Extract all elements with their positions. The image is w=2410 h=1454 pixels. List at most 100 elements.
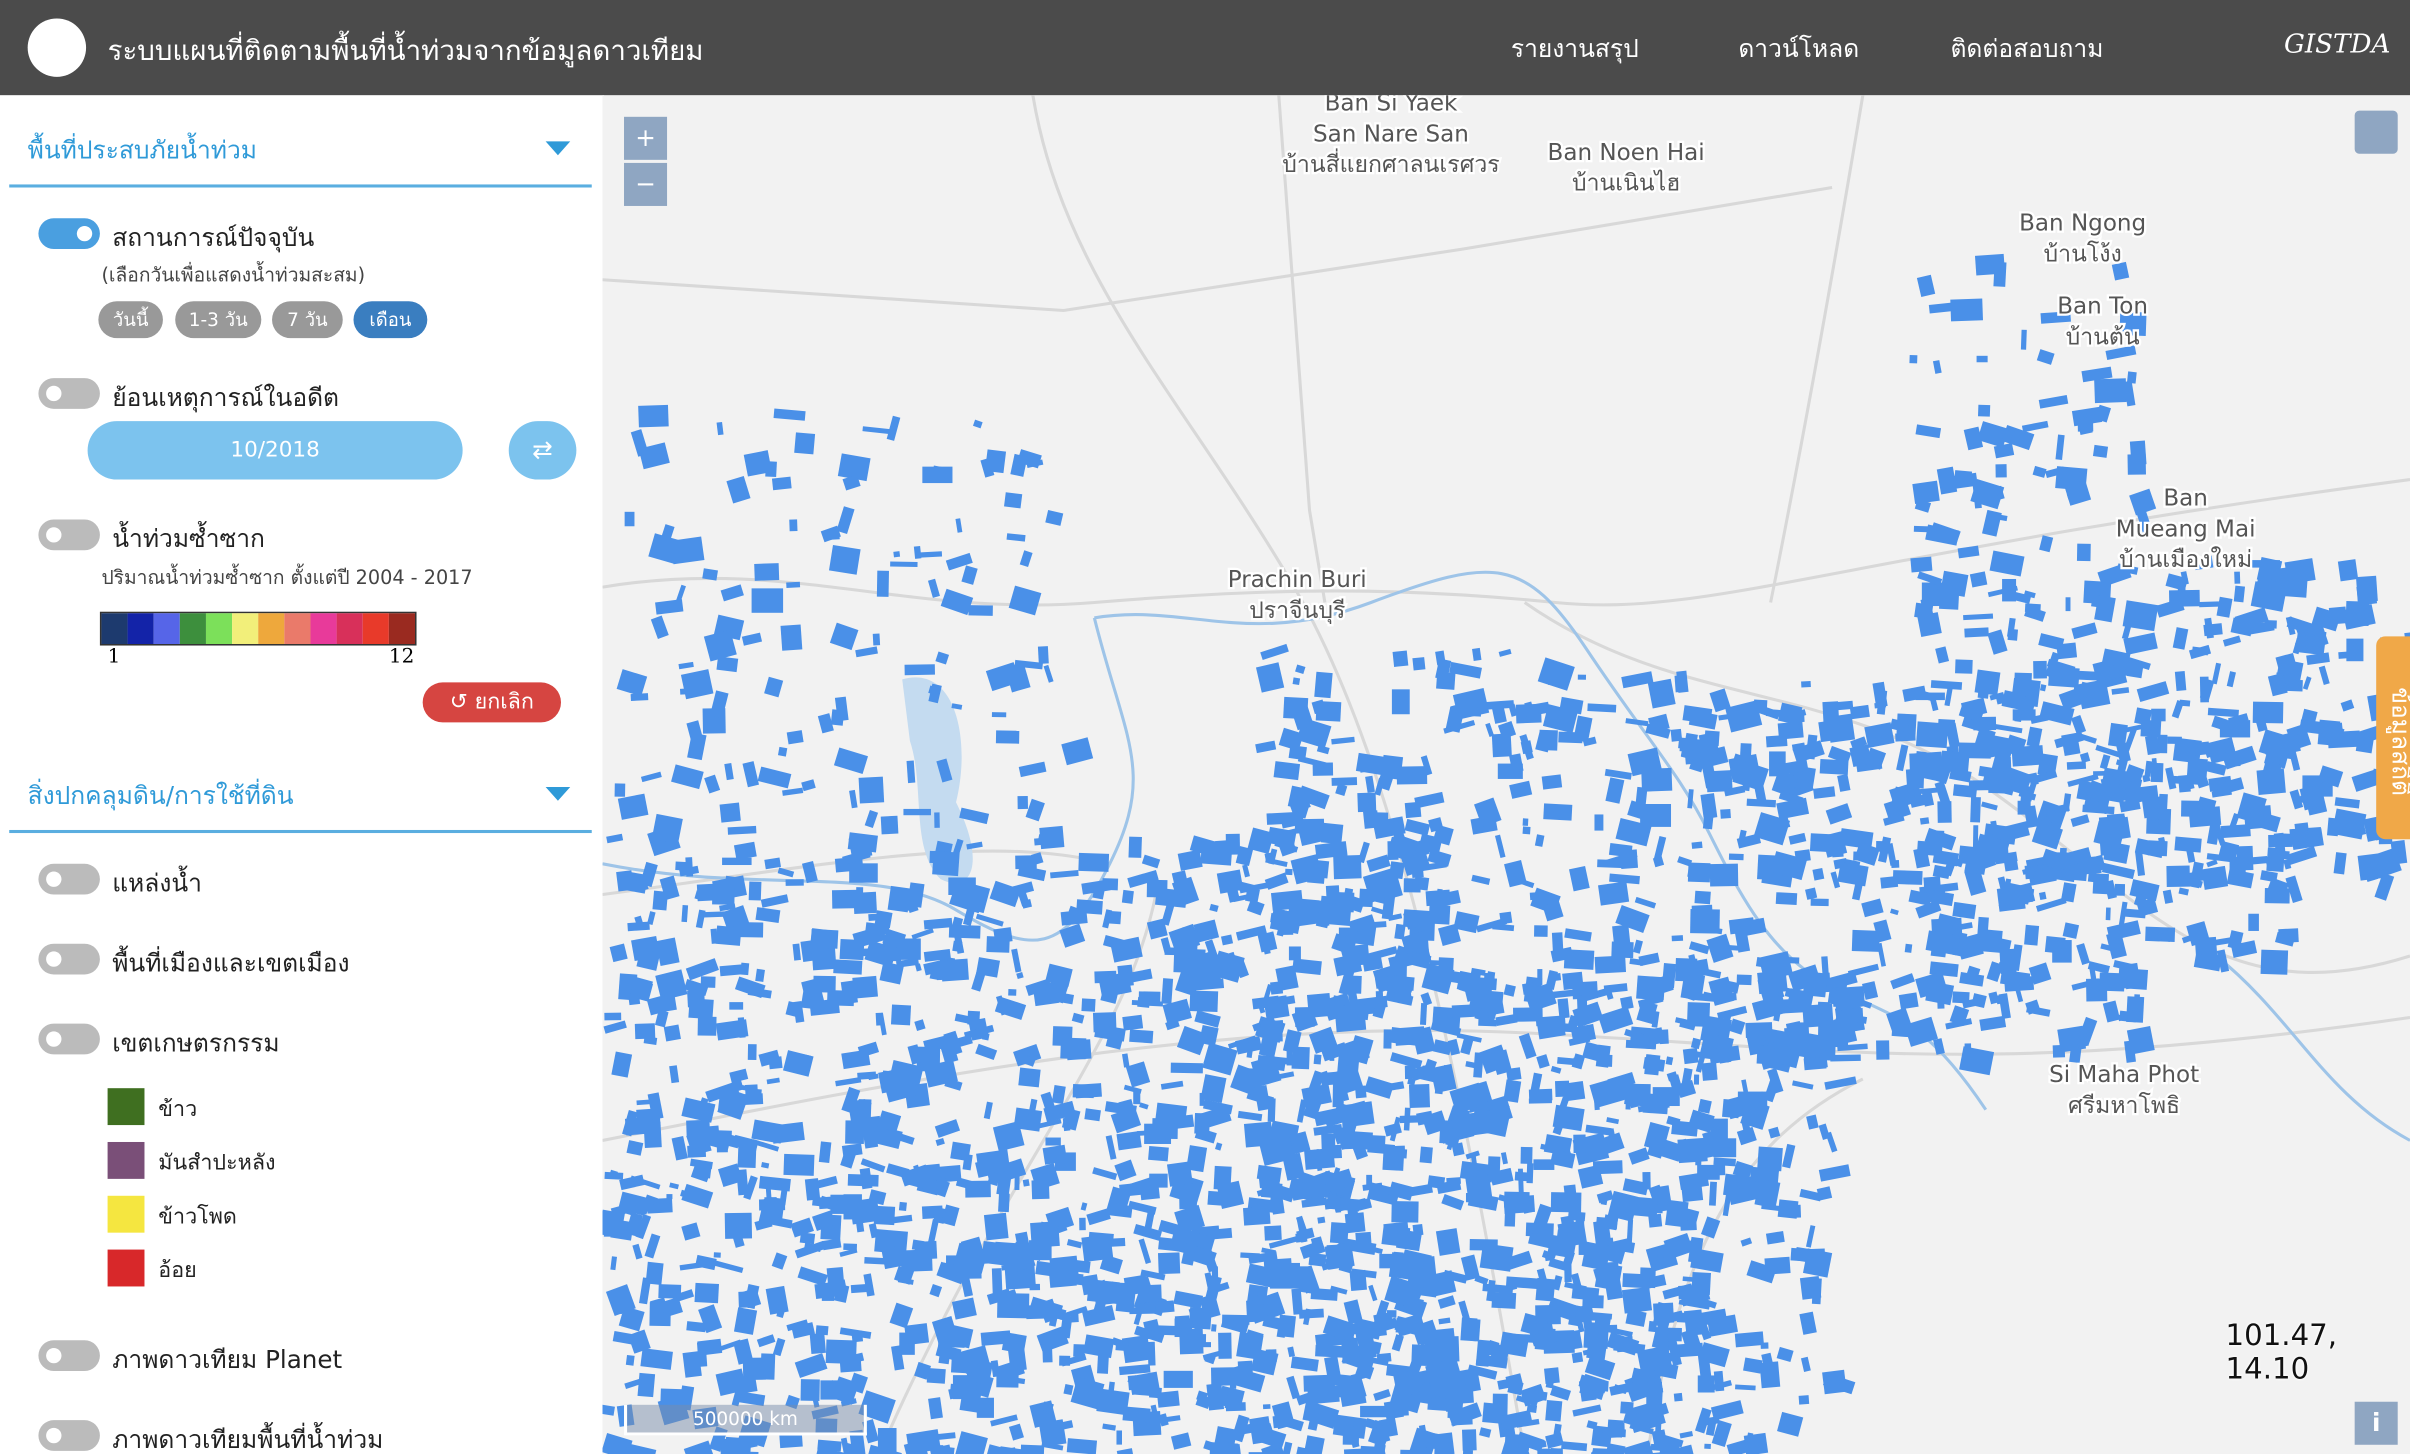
zoom-out[interactable]: − bbox=[624, 162, 668, 206]
flood-patch bbox=[1188, 1307, 1202, 1334]
flood-patch bbox=[2338, 651, 2357, 659]
flood-patch bbox=[907, 1044, 923, 1065]
flood-patch bbox=[1048, 1269, 1077, 1288]
flood-patch bbox=[1128, 836, 1142, 858]
flood-patch bbox=[685, 958, 719, 981]
logo[interactable] bbox=[27, 18, 87, 77]
flood-patch bbox=[1388, 861, 1405, 880]
flood-patch bbox=[2188, 644, 2212, 660]
flood-patch bbox=[1621, 1286, 1653, 1314]
flood-patch bbox=[1016, 972, 1024, 980]
flood-patch bbox=[637, 1372, 656, 1398]
section-header[interactable]: พื้นที่ประสบภัยน้ำท่วม bbox=[9, 95, 592, 188]
flood-patch bbox=[2162, 889, 2174, 904]
toggle[interactable] bbox=[38, 378, 100, 409]
toggle[interactable] bbox=[38, 863, 100, 895]
nav-item[interactable]: รายงานสรุป bbox=[1510, 33, 1639, 64]
swap-button[interactable]: ⇄ bbox=[508, 421, 577, 480]
section-header[interactable]: สิ่งปกคลุมดิน/การใช้ที่ดิน bbox=[9, 741, 592, 834]
flood-patch bbox=[1026, 459, 1044, 468]
flood-patch bbox=[2114, 756, 2129, 783]
flood-patch bbox=[1746, 798, 1776, 808]
flood-patch bbox=[1622, 1178, 1649, 1196]
toggle[interactable] bbox=[38, 1023, 100, 1055]
hint: (เลือกวันเพื่อแสดงน้ำท่วมสะสม) bbox=[101, 262, 366, 286]
flood-patch bbox=[868, 912, 888, 921]
toggle[interactable] bbox=[38, 1420, 100, 1451]
basemap-button[interactable] bbox=[2354, 110, 2398, 154]
flood-patch bbox=[1970, 796, 1981, 823]
section-title: สิ่งปกคลุมดิน/การใช้ที่ดิน bbox=[27, 780, 294, 810]
flood-patch bbox=[1246, 1300, 1260, 1323]
place-label: Mueang Mai bbox=[2116, 516, 2256, 542]
info-button[interactable]: i bbox=[2354, 1401, 2398, 1445]
flood-patch bbox=[1022, 1179, 1030, 1187]
flood-patch bbox=[1691, 841, 1703, 849]
layer-label: พื้นที่เมืองและเขตเมือง bbox=[112, 948, 350, 978]
toggle[interactable] bbox=[38, 218, 100, 249]
flood-patch bbox=[1681, 977, 1701, 1001]
flood-patch bbox=[1170, 1432, 1192, 1450]
flood-patch bbox=[1329, 1053, 1335, 1061]
flood-patch bbox=[2390, 840, 2408, 865]
zoom-in[interactable]: + bbox=[624, 116, 668, 160]
period-button[interactable]: เดือน bbox=[353, 301, 428, 339]
flood-patch bbox=[1019, 550, 1033, 568]
flood-patch bbox=[743, 1175, 758, 1200]
toggle[interactable] bbox=[38, 519, 100, 551]
nav-item[interactable]: ติดต่อสอบถาม bbox=[1950, 33, 2104, 64]
flood-patch bbox=[2306, 652, 2330, 666]
flood-patch bbox=[1024, 1055, 1036, 1067]
flood-patch bbox=[886, 415, 901, 441]
flood-patch bbox=[1366, 1174, 1373, 1189]
flood-patch bbox=[1559, 696, 1584, 715]
flood-patch bbox=[1239, 881, 1272, 894]
flood-patch bbox=[1952, 784, 1978, 798]
flood-patch bbox=[1609, 1381, 1637, 1396]
period-button[interactable]: 1-3 วัน bbox=[175, 301, 262, 339]
cancel-button[interactable]: ↺ ยกเลิก bbox=[422, 682, 562, 723]
toggle[interactable] bbox=[38, 943, 100, 975]
toggle[interactable] bbox=[38, 1340, 100, 1371]
map[interactable]: Ban Si Yaek San Nare San บ้านสี่แยกศาลนเรศ… bbox=[602, 95, 2410, 1454]
flood-patch bbox=[889, 1302, 914, 1329]
ramp-swatch bbox=[232, 613, 259, 644]
flood-patch bbox=[1760, 1035, 1767, 1046]
flood-patch bbox=[1014, 659, 1043, 670]
nav-item[interactable]: ดาวน์โหลด bbox=[1738, 33, 1860, 64]
flood-patch bbox=[776, 1309, 785, 1319]
flood-patch bbox=[2040, 311, 2071, 324]
flood-patch bbox=[1392, 650, 1409, 667]
flood-patch bbox=[1822, 1372, 1856, 1395]
flood-patch bbox=[2359, 823, 2367, 835]
flood-patch bbox=[2076, 943, 2090, 966]
flood-patch bbox=[1708, 1181, 1717, 1206]
flood-patch bbox=[1568, 865, 1590, 892]
flood-patch bbox=[1121, 1053, 1130, 1068]
flood-patch bbox=[1524, 982, 1557, 1012]
flood-patch bbox=[2357, 853, 2382, 881]
flood-patch bbox=[1864, 722, 1895, 748]
flood-patch bbox=[1270, 889, 1304, 911]
flood-patch bbox=[2144, 735, 2160, 756]
stats-tab[interactable]: ข้อมูลสถิติ bbox=[2376, 636, 2410, 840]
flood-patch bbox=[1485, 722, 1495, 738]
date-picker[interactable]: 10/2018 bbox=[87, 421, 463, 480]
flood-patch bbox=[755, 907, 781, 923]
flood-patch bbox=[956, 1265, 982, 1279]
flood-patch bbox=[1203, 1440, 1233, 1454]
flood-patch bbox=[733, 1307, 758, 1335]
flood-patch bbox=[1246, 1037, 1255, 1058]
flood-patch bbox=[1616, 1336, 1634, 1353]
period-button[interactable]: 7 วัน bbox=[272, 301, 343, 339]
flood-patch bbox=[1564, 928, 1592, 942]
flood-patch bbox=[1243, 1121, 1274, 1148]
period-button[interactable]: วันนี้ bbox=[98, 301, 163, 339]
flood-patch bbox=[1533, 1159, 1555, 1170]
flood-patch bbox=[1587, 703, 1617, 713]
place-label: บ้านเมืองใหม่ bbox=[2119, 546, 2252, 573]
flood-patch bbox=[1892, 870, 1923, 885]
flood-patch bbox=[1418, 1324, 1436, 1346]
flood-patch bbox=[2234, 571, 2241, 584]
flood-patch bbox=[1958, 705, 1984, 723]
